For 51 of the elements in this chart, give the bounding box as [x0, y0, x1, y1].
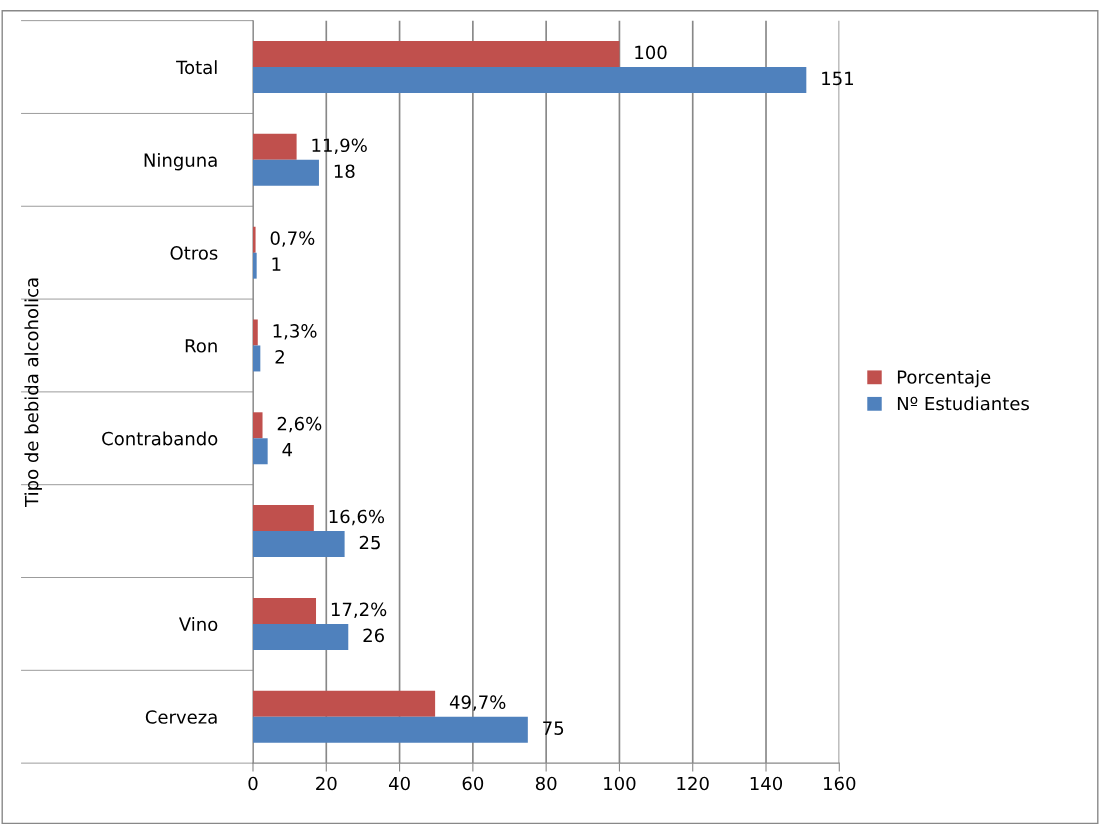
- data-label: 18: [334, 164, 355, 179]
- y-tick-label: Otros: [170, 246, 218, 260]
- bar: [253, 41, 620, 68]
- bar: [253, 133, 297, 160]
- x-tick-label: 0: [248, 776, 258, 791]
- legend-label: Nº Estudiantes: [897, 396, 1029, 411]
- y-tick-label: Contrabando: [102, 431, 218, 446]
- y-tick-label: Cerveza: [145, 710, 217, 724]
- data-label: 2: [275, 350, 284, 364]
- data-label: 0,7%: [270, 231, 315, 247]
- x-tick-label: 80: [535, 776, 557, 791]
- x-tick-label: 120: [677, 776, 709, 791]
- x-tick-label: 100: [604, 776, 636, 791]
- bar: [253, 597, 317, 624]
- y-tick-label: Vino: [178, 617, 218, 632]
- bar: [253, 505, 314, 532]
- x-tick-label: 160: [824, 776, 856, 791]
- data-label: 75: [543, 721, 564, 735]
- bar: [253, 67, 807, 94]
- bar: [253, 412, 263, 439]
- y-axis-title: Tipo de bebida alcoholica: [24, 278, 42, 507]
- data-label: 4: [282, 443, 293, 457]
- data-label: 49,7%: [449, 695, 506, 711]
- data-label: 16,6%: [329, 509, 385, 526]
- data-label: 2,6%: [277, 416, 322, 433]
- bar: [253, 159, 319, 186]
- bar: [253, 252, 257, 279]
- data-label: 151: [822, 71, 854, 86]
- x-tick-label: 20: [316, 776, 337, 791]
- bar: [253, 531, 345, 558]
- data-label: 1: [272, 257, 281, 271]
- y-tick-label: Total: [176, 60, 217, 75]
- data-label: 17,2%: [331, 602, 387, 618]
- data-label: 25: [359, 535, 380, 550]
- y-tick-label: Ron: [185, 339, 217, 353]
- data-label: 11,9%: [312, 138, 367, 154]
- bar: [253, 438, 268, 465]
- bar: [253, 345, 261, 372]
- data-label: 100: [635, 45, 667, 60]
- x-tick-label: 60: [462, 776, 484, 791]
- data-label: 1,3%: [273, 324, 317, 340]
- bar: [253, 690, 436, 717]
- bar: [253, 623, 349, 650]
- bar: [253, 716, 528, 743]
- x-tick-label: 40: [388, 776, 410, 791]
- bar: [253, 226, 256, 253]
- legend-label: Porcentaje: [897, 369, 991, 388]
- bar: [253, 319, 258, 346]
- y-tick-label: Ninguna: [144, 152, 217, 171]
- data-label: 26: [363, 628, 384, 643]
- x-tick-label: 140: [750, 776, 783, 791]
